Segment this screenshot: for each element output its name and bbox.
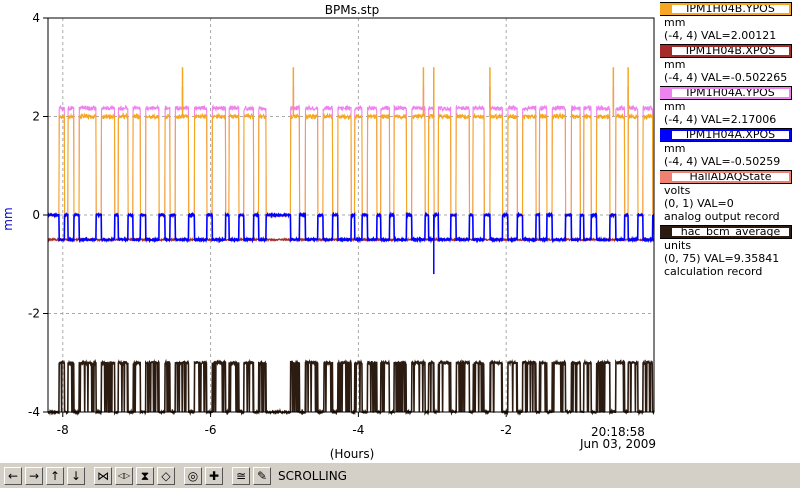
add-point-icon: ✚ — [208, 468, 220, 483]
y-axis-label: mm — [1, 207, 15, 230]
series-line — [47, 211, 655, 244]
graph-mode-icon: ≅ — [235, 468, 247, 483]
legend-swatch — [660, 171, 670, 183]
arrow-up-icon: ↑ — [49, 468, 61, 483]
x-tick-label: -8 — [57, 423, 69, 437]
legend-entry[interactable]: hac_bcm_average units (0, 75) VAL=9.35841 c… — [656, 225, 800, 278]
legend-series-name: HallADAQState — [670, 171, 791, 183]
legend-series-name: IPM1H04A.XPOS — [670, 129, 791, 141]
legend-entry-title[interactable]: IPM1H04B.XPOS — [660, 44, 792, 58]
legend-swatch — [660, 129, 670, 141]
legend-entry-title[interactable]: IPM1H04B.YPOS — [660, 2, 792, 16]
status-text: SCROLLING — [278, 468, 347, 483]
legend-entry-title[interactable]: HallADAQState — [660, 170, 792, 184]
toolbar: ← → ↑ ↓ ⋈ ◁▷ ⧗ ◇ ◎ ✚ ≅ ✎ SCROLLING — [0, 462, 800, 488]
legend-entry[interactable]: IPM1H04B.XPOS mm (-4, 4) VAL=-0.502265 — [656, 44, 800, 84]
legend-units: mm — [664, 142, 686, 155]
toolbar-buttons: ← → ↑ ↓ ⋈ ◁▷ ⧗ ◇ ◎ ✚ ≅ ✎ — [4, 466, 274, 485]
series-layer — [47, 67, 655, 416]
y-tick-label: -2 — [28, 307, 40, 321]
series-line — [47, 111, 655, 218]
series-line — [47, 104, 655, 218]
legend-units: mm — [664, 100, 686, 113]
arrow-down-icon: ↓ — [70, 468, 82, 483]
arrow-left-button[interactable]: ← — [4, 466, 22, 485]
legend-entry[interactable]: IPM1H04A.YPOS mm (-4, 4) VAL=2.17006 — [656, 86, 800, 126]
zoom-in-vertical-button[interactable]: ⧗ — [136, 466, 154, 485]
arrow-right-icon: → — [28, 468, 40, 483]
legend-range-val: (0, 75) VAL=9.35841 — [664, 252, 780, 265]
legend-range-val: (-4, 4) VAL=2.17006 — [664, 113, 777, 126]
legend-entry-title[interactable]: hac_bcm_average — [660, 225, 792, 239]
y-tick-label: 2 — [32, 110, 40, 124]
zoom-in-vertical-icon: ⧗ — [140, 468, 150, 483]
legend-swatch — [660, 226, 670, 238]
zoom-out-horizontal-button[interactable]: ◁▷ — [115, 466, 133, 485]
zoom-in-horizontal-button[interactable]: ⋈ — [94, 466, 112, 485]
arrow-right-button[interactable]: → — [25, 466, 43, 485]
x-tick-label: -6 — [205, 423, 217, 437]
zoom-out-horizontal-icon: ◁▷ — [117, 470, 131, 480]
legend-series-name: IPM1H04A.YPOS — [670, 87, 791, 99]
x-axis-label: (Hours) — [330, 447, 375, 461]
auto-scale-button[interactable]: ◎ — [184, 466, 202, 485]
legend-units: mm — [664, 58, 686, 71]
strip-chart[interactable]: BPMs.stp mm -8 -6 -4 -2 4 2 0 -2 -4 (Hours) 20:1… — [0, 0, 656, 462]
legend-range-val: (0, 1) VAL=0 — [664, 197, 734, 210]
auto-scale-icon: ◎ — [187, 468, 199, 483]
legend-units: volts — [664, 184, 691, 197]
y-tick-label: 4 — [32, 11, 40, 25]
zoom-out-vertical-button[interactable]: ◇ — [157, 466, 175, 485]
zoom-out-vertical-icon: ◇ — [161, 468, 171, 483]
date-label: Jun 03, 2009 — [579, 437, 656, 451]
legend: IPM1H04B.YPOS mm (-4, 4) VAL=2.00121 IPM1H0… — [656, 0, 800, 462]
graph-mode-button[interactable]: ≅ — [232, 466, 250, 485]
timestamp-label: 20:18:58 — [591, 425, 645, 439]
arrow-up-button[interactable]: ↑ — [46, 466, 64, 485]
add-point-button[interactable]: ✚ — [205, 466, 223, 485]
series-line — [47, 358, 655, 416]
config-icon: ✎ — [256, 468, 268, 483]
legend-entry[interactable]: HallADAQState volts (0, 1) VAL=0 analog out… — [656, 170, 800, 223]
legend-swatch — [660, 87, 670, 99]
legend-extra: analog output record — [664, 210, 780, 223]
legend-range-val: (-4, 4) VAL=-0.50259 — [664, 155, 781, 168]
legend-series-name: IPM1H04B.YPOS — [670, 3, 791, 15]
legend-series-name: hac_bcm_average — [670, 226, 791, 238]
legend-units: units — [664, 239, 692, 252]
arrow-down-button[interactable]: ↓ — [67, 466, 85, 485]
legend-entry-title[interactable]: IPM1H04A.XPOS — [660, 128, 792, 142]
y-tick-label: -4 — [28, 405, 40, 419]
config-button[interactable]: ✎ — [253, 466, 271, 485]
y-tick-label: 0 — [32, 208, 40, 222]
legend-entry[interactable]: IPM1H04B.YPOS mm (-4, 4) VAL=2.00121 — [656, 2, 800, 42]
x-tick-label: -4 — [352, 423, 364, 437]
legend-units: mm — [664, 16, 686, 29]
legend-range-val: (-4, 4) VAL=2.00121 — [664, 29, 777, 42]
legend-swatch — [660, 45, 670, 57]
zoom-in-horizontal-icon: ⋈ — [97, 468, 109, 483]
legend-range-val: (-4, 4) VAL=-0.502265 — [664, 71, 788, 84]
legend-series-name: IPM1H04B.XPOS — [670, 45, 791, 57]
legend-extra: calculation record — [664, 265, 763, 278]
axis-ticks: -8 -6 -4 -2 4 2 0 -2 -4 — [28, 11, 512, 437]
legend-entry[interactable]: IPM1H04A.XPOS mm (-4, 4) VAL=-0.50259 — [656, 128, 800, 168]
legend-entry-title[interactable]: IPM1H04A.YPOS — [660, 86, 792, 100]
arrow-left-icon: ← — [7, 468, 19, 483]
legend-swatch — [660, 3, 670, 15]
chart-title: BPMs.stp — [325, 3, 379, 17]
x-tick-label: -2 — [500, 423, 512, 437]
